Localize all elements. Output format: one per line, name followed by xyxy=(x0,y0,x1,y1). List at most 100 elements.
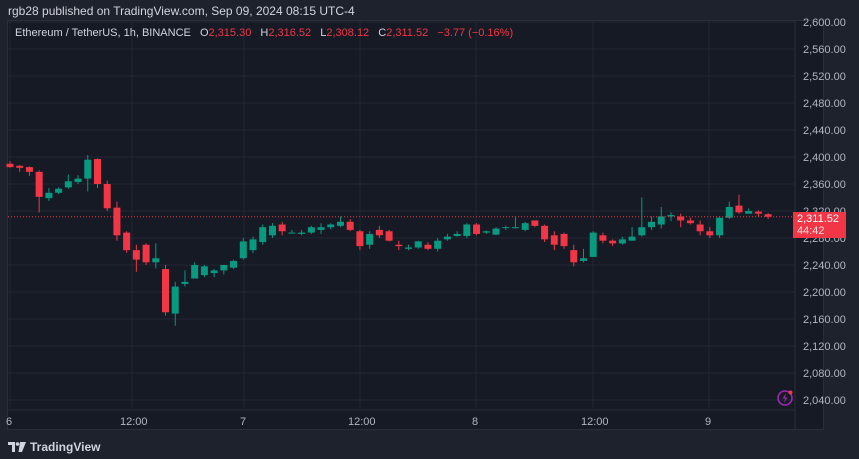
candle-body xyxy=(259,227,267,243)
candle-body xyxy=(327,224,335,228)
candle-body xyxy=(541,225,549,240)
candle-body xyxy=(35,171,43,197)
candle-body xyxy=(414,241,422,248)
price-axis-label: 2,600.00 xyxy=(803,17,846,29)
candle-body xyxy=(278,224,286,232)
tradingview-logo-icon xyxy=(8,442,26,452)
candle-body xyxy=(375,229,383,236)
open-label: O xyxy=(199,27,209,39)
open-value: 2,315.30 xyxy=(208,27,252,39)
candle-body xyxy=(239,241,247,259)
candle-body xyxy=(288,232,296,234)
price-axis-label: 2,160.00 xyxy=(803,314,846,326)
price-axis-label: 2,120.00 xyxy=(803,341,846,353)
bar-countdown: 44:42 xyxy=(797,225,825,237)
time-axis-label: 12:00 xyxy=(581,416,609,428)
candle-body xyxy=(93,159,101,184)
publisher-caption: rgb28 published on TradingView.com, Sep … xyxy=(8,4,355,18)
candle-body xyxy=(511,227,519,229)
candle-body xyxy=(113,207,121,236)
candle-body xyxy=(579,258,587,261)
candle-body xyxy=(686,220,694,224)
candle-body xyxy=(142,244,150,263)
candle-body xyxy=(745,211,753,214)
candle-body xyxy=(405,247,413,249)
candle-body xyxy=(74,178,82,182)
candle-body xyxy=(706,231,714,236)
candle-body xyxy=(103,184,111,209)
candle-body xyxy=(648,221,656,228)
candle-body xyxy=(346,221,354,230)
candle-body xyxy=(317,227,325,230)
candle-body xyxy=(677,216,685,221)
candle-body xyxy=(725,206,733,218)
candle-body xyxy=(628,236,636,241)
candle-body xyxy=(482,231,490,233)
price-axis-label: 2,040.00 xyxy=(803,395,846,407)
candle-body xyxy=(64,181,72,188)
candle-body xyxy=(735,205,743,213)
close-label: C xyxy=(378,27,387,39)
candle-body xyxy=(220,265,228,271)
candle-body xyxy=(716,217,724,236)
price-axis-label: 2,400.00 xyxy=(803,152,846,164)
candle-body xyxy=(385,231,393,241)
candle-body xyxy=(560,233,568,247)
lightning-alert-icon[interactable] xyxy=(776,389,794,407)
candle-body xyxy=(123,232,131,251)
candle-body xyxy=(162,269,170,313)
candle-body xyxy=(521,223,529,230)
candle-body xyxy=(298,232,306,234)
candle-body xyxy=(366,233,374,245)
low-label: L xyxy=(320,27,327,39)
tradingview-logo[interactable]: TradingView xyxy=(8,440,100,454)
time-axis-label: 12:00 xyxy=(120,416,148,428)
price-axis-label: 2,240.00 xyxy=(803,260,846,272)
low-value: 2,308.12 xyxy=(326,27,370,39)
candle-body xyxy=(453,233,461,236)
candle-body xyxy=(6,163,14,168)
time-axis-label: 6 xyxy=(6,416,12,428)
candle-body xyxy=(463,224,471,236)
symbol-name[interactable]: Ethereum / TetherUS, 1h, BINANCE xyxy=(15,27,191,39)
candle-body xyxy=(191,265,199,279)
candle-body xyxy=(754,211,762,214)
candle-body xyxy=(356,231,364,247)
candle-body xyxy=(657,216,665,225)
candle-body xyxy=(424,244,432,249)
price-axis-label: 2,200.00 xyxy=(803,287,846,299)
time-axis-label: 7 xyxy=(240,416,246,428)
candle-body xyxy=(667,215,675,217)
candle-body xyxy=(638,227,646,236)
candle-body xyxy=(152,258,160,263)
high-label: H xyxy=(260,27,269,39)
price-axis-label: 2,480.00 xyxy=(803,98,846,110)
change-value: −3.77 (−0.16%) xyxy=(437,27,514,39)
candle-body xyxy=(589,232,597,257)
candle-body xyxy=(599,235,607,241)
time-axis-label: 9 xyxy=(705,416,711,428)
price-axis-label: 2,080.00 xyxy=(803,368,846,380)
brand-name: TradingView xyxy=(30,440,101,454)
candle-body xyxy=(570,250,578,263)
candle-body xyxy=(764,214,772,217)
last-price-tag: 2,311.52 44:42 xyxy=(793,212,846,238)
time-axis-label: 12:00 xyxy=(348,416,376,428)
candle-body xyxy=(696,224,704,232)
candle-body xyxy=(171,286,179,314)
close-value: 2,311.52 xyxy=(386,27,429,39)
candle-body xyxy=(618,239,626,244)
candle-body xyxy=(132,250,140,260)
price-axis-label: 2,520.00 xyxy=(803,71,846,83)
candle-body xyxy=(268,225,276,236)
candle-body xyxy=(395,244,403,247)
price-axis-label: 2,360.00 xyxy=(803,179,846,191)
candle-body xyxy=(181,281,189,284)
candle-body xyxy=(502,227,510,229)
candle-body xyxy=(492,228,500,235)
candle-body xyxy=(609,240,617,244)
last-price: 2,311.52 xyxy=(797,213,840,225)
candle-body xyxy=(531,220,539,226)
candle-body xyxy=(45,192,53,199)
